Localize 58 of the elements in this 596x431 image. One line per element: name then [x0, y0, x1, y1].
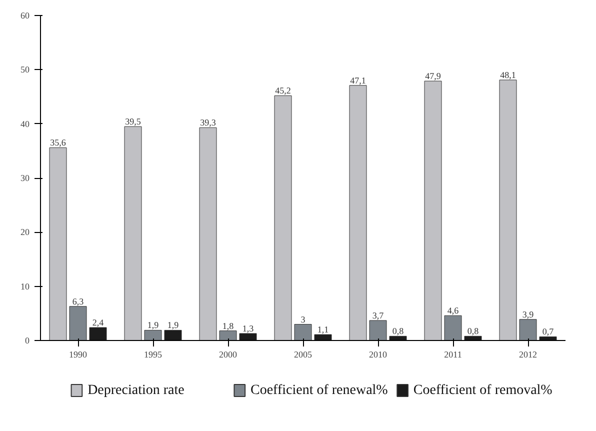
- data-label: 45,2: [275, 86, 291, 96]
- data-label: 47,1: [350, 75, 366, 86]
- x-tick-label: 2010: [369, 350, 388, 360]
- bar: [89, 327, 107, 340]
- data-label: 39,3: [200, 118, 216, 128]
- y-tick-label: 60: [20, 10, 30, 20]
- data-label: 4,6: [447, 306, 460, 316]
- y-tick-label: 20: [20, 227, 30, 238]
- bar: [389, 336, 407, 340]
- bar: [164, 330, 182, 340]
- x-tick-label: 1990: [69, 350, 88, 360]
- data-label: 1,9: [147, 320, 160, 330]
- bar: [274, 95, 292, 340]
- data-label: 2,4: [92, 318, 104, 328]
- y-tick-label: 10: [20, 281, 30, 292]
- x-tick-label: 2012: [519, 350, 537, 360]
- bar: [424, 80, 442, 340]
- legend-label: Coefficient of renewal%: [250, 383, 388, 398]
- bar: [239, 333, 257, 340]
- bar: [314, 334, 332, 340]
- bar: [219, 330, 237, 340]
- bar: [369, 320, 387, 340]
- data-label: 35,6: [50, 138, 66, 148]
- y-tick-label: 50: [20, 64, 30, 75]
- bar: [124, 126, 142, 340]
- data-label: 1,9: [167, 320, 180, 330]
- bar: [49, 147, 67, 340]
- data-label: 3: [300, 314, 306, 324]
- data-label: 3,7: [372, 310, 384, 320]
- data-label: 39,5: [125, 116, 142, 127]
- data-label: 1,3: [242, 323, 254, 334]
- data-label: 1,8: [222, 320, 234, 331]
- bar: [464, 336, 482, 340]
- data-label: 6,3: [72, 296, 84, 306]
- data-label: 0,7: [542, 326, 554, 337]
- bar: [69, 306, 87, 340]
- x-tick-label: 2005: [294, 350, 312, 360]
- legend-label: Coefficient of removal%: [413, 383, 553, 398]
- bar: [444, 315, 462, 340]
- x-tick-label: 2000: [219, 350, 238, 360]
- bar: [499, 80, 517, 340]
- bar: [349, 85, 367, 340]
- data-label: 3,9: [522, 309, 534, 320]
- data-label: 48,1: [500, 70, 516, 80]
- data-label: 0,8: [467, 326, 480, 336]
- y-tick-label: 30: [20, 173, 30, 183]
- y-tick-label: 40: [20, 118, 30, 129]
- data-label: 0,8: [392, 326, 404, 336]
- data-label: 47,9: [425, 71, 442, 82]
- y-tick-label: 0: [25, 336, 30, 346]
- bar: [294, 324, 312, 340]
- bar: [199, 127, 217, 340]
- legend-label: Depreciation rate: [88, 383, 184, 398]
- bar: [519, 319, 537, 340]
- bar: [144, 330, 162, 340]
- x-tick-label: 1995: [144, 350, 162, 360]
- data-label: 1,1: [317, 324, 329, 335]
- x-tick-label: 2011: [444, 350, 462, 360]
